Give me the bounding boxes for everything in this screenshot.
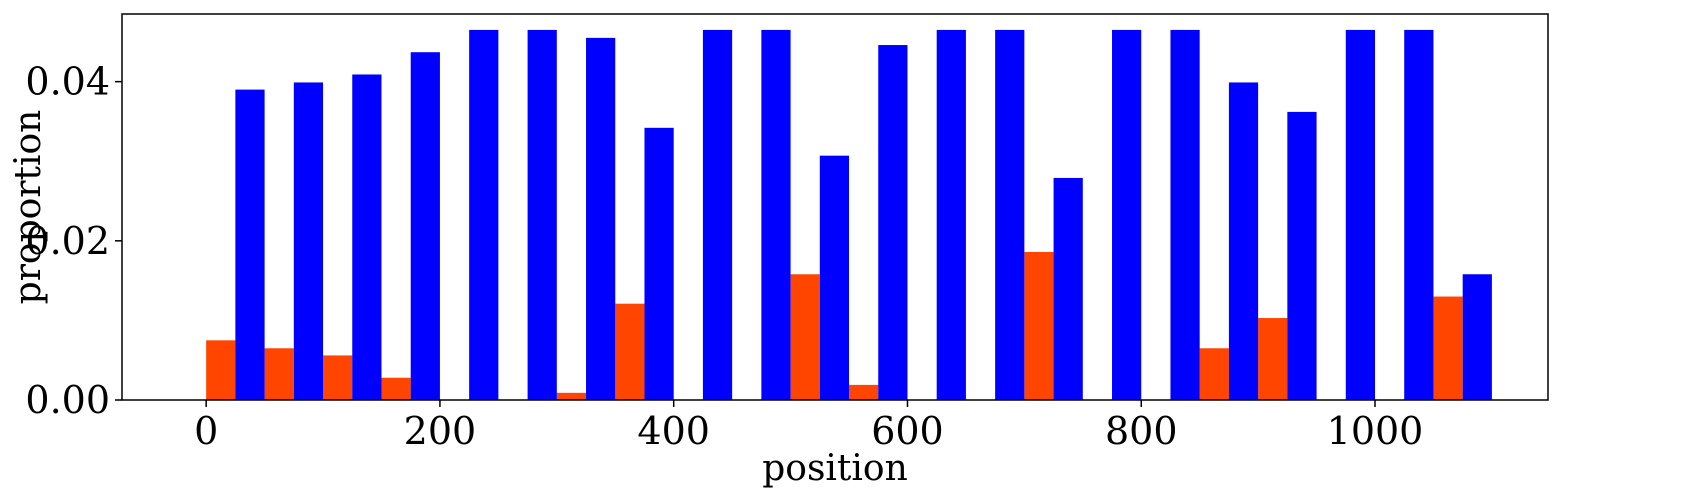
bar-series1-150 bbox=[381, 377, 411, 400]
bar-series2-475 bbox=[761, 29, 791, 400]
bar-series1-700 bbox=[1024, 251, 1054, 400]
bar-series2-175 bbox=[410, 52, 440, 401]
bar-series2-875 bbox=[1228, 82, 1259, 400]
bar-series2-25 bbox=[235, 89, 265, 400]
bar-series2-125 bbox=[352, 74, 382, 400]
bar-series2-625 bbox=[936, 29, 966, 400]
x-tick-label: 800 bbox=[1105, 409, 1178, 453]
bar-series2-825 bbox=[1170, 29, 1200, 400]
x-tick-label: 200 bbox=[404, 409, 477, 453]
bar-series1-850 bbox=[1199, 348, 1229, 400]
bar-series1-550 bbox=[849, 384, 879, 400]
bar-series1-300 bbox=[556, 392, 587, 400]
bar-series1-900 bbox=[1258, 318, 1288, 400]
plot-frame bbox=[121, 13, 1549, 401]
bar-series1-1050 bbox=[1433, 296, 1463, 400]
y-tick-label: 0.02 bbox=[25, 219, 110, 263]
bar-series2-925 bbox=[1287, 111, 1317, 400]
bar-series1-350 bbox=[615, 303, 645, 400]
bar-series2-225 bbox=[469, 29, 499, 400]
bar-series1-50 bbox=[264, 348, 294, 400]
bar-series1-100 bbox=[323, 355, 353, 400]
bar-series2-575 bbox=[878, 45, 908, 400]
bar-series2-775 bbox=[1112, 29, 1142, 400]
x-tick-label: 400 bbox=[637, 409, 710, 453]
bars-layer bbox=[206, 29, 1492, 401]
bar-series2-275 bbox=[527, 29, 557, 400]
y-tick-label: 0.04 bbox=[25, 60, 110, 104]
bar-series2-425 bbox=[702, 29, 733, 400]
bar-series2-325 bbox=[586, 37, 616, 401]
bar-series2-1075 bbox=[1462, 274, 1492, 400]
x-axis-label: position bbox=[762, 448, 908, 489]
bar-series2-1025 bbox=[1404, 29, 1434, 400]
bar-series2-75 bbox=[293, 82, 324, 400]
bar-series2-525 bbox=[819, 155, 850, 400]
bar-series2-375 bbox=[644, 127, 674, 401]
bar-series2-725 bbox=[1053, 177, 1083, 400]
bar-series1-500 bbox=[790, 274, 820, 400]
x-tick-label: 600 bbox=[871, 409, 944, 453]
x-tick-label: 1000 bbox=[1327, 409, 1424, 453]
bar-series2-975 bbox=[1345, 29, 1376, 400]
bar-series1-0 bbox=[206, 340, 236, 400]
y-axis-ticks: 0.00 0.02 0.04 bbox=[25, 60, 122, 422]
bar-series2-675 bbox=[995, 29, 1025, 400]
y-axis-label: proportion bbox=[8, 110, 49, 305]
y-tick-label: 0.00 bbox=[25, 378, 110, 422]
x-tick-label: 0 bbox=[194, 409, 218, 453]
x-axis-ticks: 0 200 400 600 800 1000 bbox=[194, 400, 1423, 453]
